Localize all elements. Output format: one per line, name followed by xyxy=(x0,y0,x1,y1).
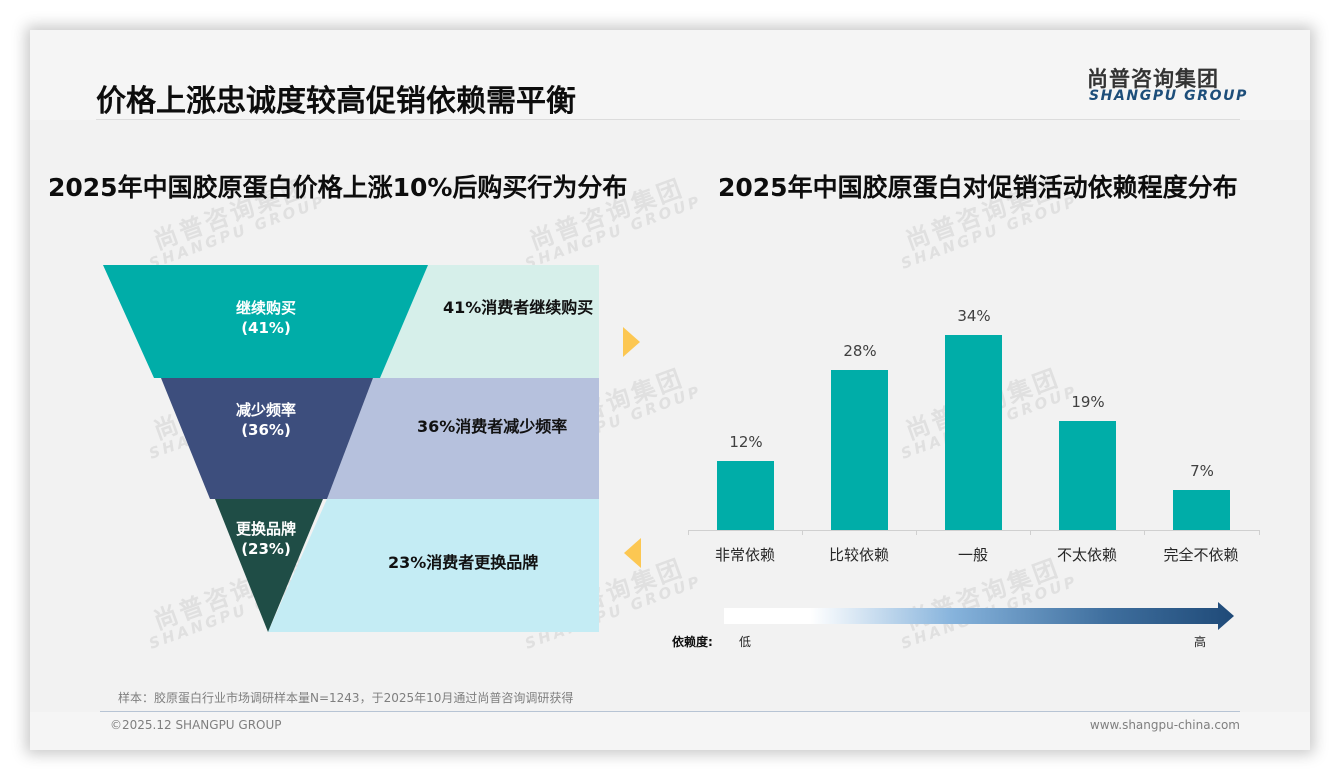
axis-tick xyxy=(802,530,803,535)
bar-value: 34% xyxy=(957,307,991,325)
category-label: 不太依赖 xyxy=(1056,546,1117,564)
legend-high: 高 xyxy=(1194,635,1207,649)
band-reduce xyxy=(327,378,599,499)
funnel-segment-continue xyxy=(103,265,428,378)
bar-fairly-dependent xyxy=(831,370,888,530)
funnel-desc-reduce: 36%消费者减少频率 xyxy=(417,417,568,436)
slide: 价格上涨忠诚度较高促销依赖需平衡 尚普咨询集团 SHANGPU GROUP 尚普… xyxy=(30,30,1310,750)
funnel-chart xyxy=(103,265,599,632)
legend-key: 依赖度: xyxy=(672,635,713,649)
bar-very-dependent xyxy=(717,461,774,530)
bar-not-very-dependent xyxy=(1059,421,1116,530)
logo-english: SHANGPU GROUP xyxy=(1089,88,1248,104)
category-label: 一般 xyxy=(957,546,988,564)
bar-value: 12% xyxy=(729,433,763,451)
page-title: 价格上涨忠诚度较高促销依赖需平衡 xyxy=(96,84,576,119)
legend-low: 低 xyxy=(739,635,752,649)
category-label: 完全不依赖 xyxy=(1163,546,1239,564)
footer-band xyxy=(30,712,1310,750)
bar-not-dependent xyxy=(1173,490,1230,530)
category-label: 非常依赖 xyxy=(714,546,775,564)
bar-value: 19% xyxy=(1071,393,1105,411)
funnel-desc-switch: 23%消费者更换品牌 xyxy=(388,553,539,572)
funnel-chart-title: 2025年中国胶原蛋白价格上涨10%后购买行为分布 xyxy=(48,173,628,202)
axis-tick xyxy=(1259,530,1260,535)
header-divider xyxy=(96,119,1240,120)
triangle-right-icon xyxy=(623,327,640,357)
axis-tick xyxy=(1144,530,1145,535)
funnel-label-continue: 继续购买 (41%) xyxy=(235,299,296,337)
bar-chart-title: 2025年中国胶原蛋白对促销活动依赖程度分布 xyxy=(718,173,1238,202)
bar-neutral xyxy=(945,335,1002,530)
funnel-label-switch: 更换品牌 (23%) xyxy=(235,520,296,558)
triangle-left-icon xyxy=(624,538,641,568)
band-switch xyxy=(268,499,599,632)
category-label: 比较依赖 xyxy=(828,546,889,564)
source-note: 样本：胶原蛋白行业市场调研样本量N=1243，于2025年10月通过尚普咨询调研… xyxy=(118,691,574,705)
axis-tick xyxy=(688,530,689,535)
axis-tick xyxy=(916,530,917,535)
x-axis xyxy=(688,530,1260,531)
funnel-segment-reduce xyxy=(161,378,373,499)
bar-chart: 12% 非常依赖 28% 比较依赖 34% 一般 19% 不太依赖 7% 完全不… xyxy=(688,300,1262,570)
copyright: ©2025.12 SHANGPU GROUP xyxy=(110,718,282,732)
funnel-label-reduce: 减少频率 (36%) xyxy=(235,401,296,439)
axis-tick xyxy=(1030,530,1031,535)
dependency-gradient-arrow-icon xyxy=(724,602,1234,630)
funnel-desc-continue: 41%消费者继续购买 xyxy=(443,298,594,317)
logo-chinese: 尚普咨询集团 xyxy=(1087,67,1219,91)
website-link[interactable]: www.shangpu-china.com xyxy=(1089,718,1240,732)
bar-value: 7% xyxy=(1190,462,1214,480)
footer-divider xyxy=(100,711,1240,712)
header-band xyxy=(30,30,1310,120)
funnel-segment-switch xyxy=(215,499,323,632)
bar-value: 28% xyxy=(843,342,877,360)
